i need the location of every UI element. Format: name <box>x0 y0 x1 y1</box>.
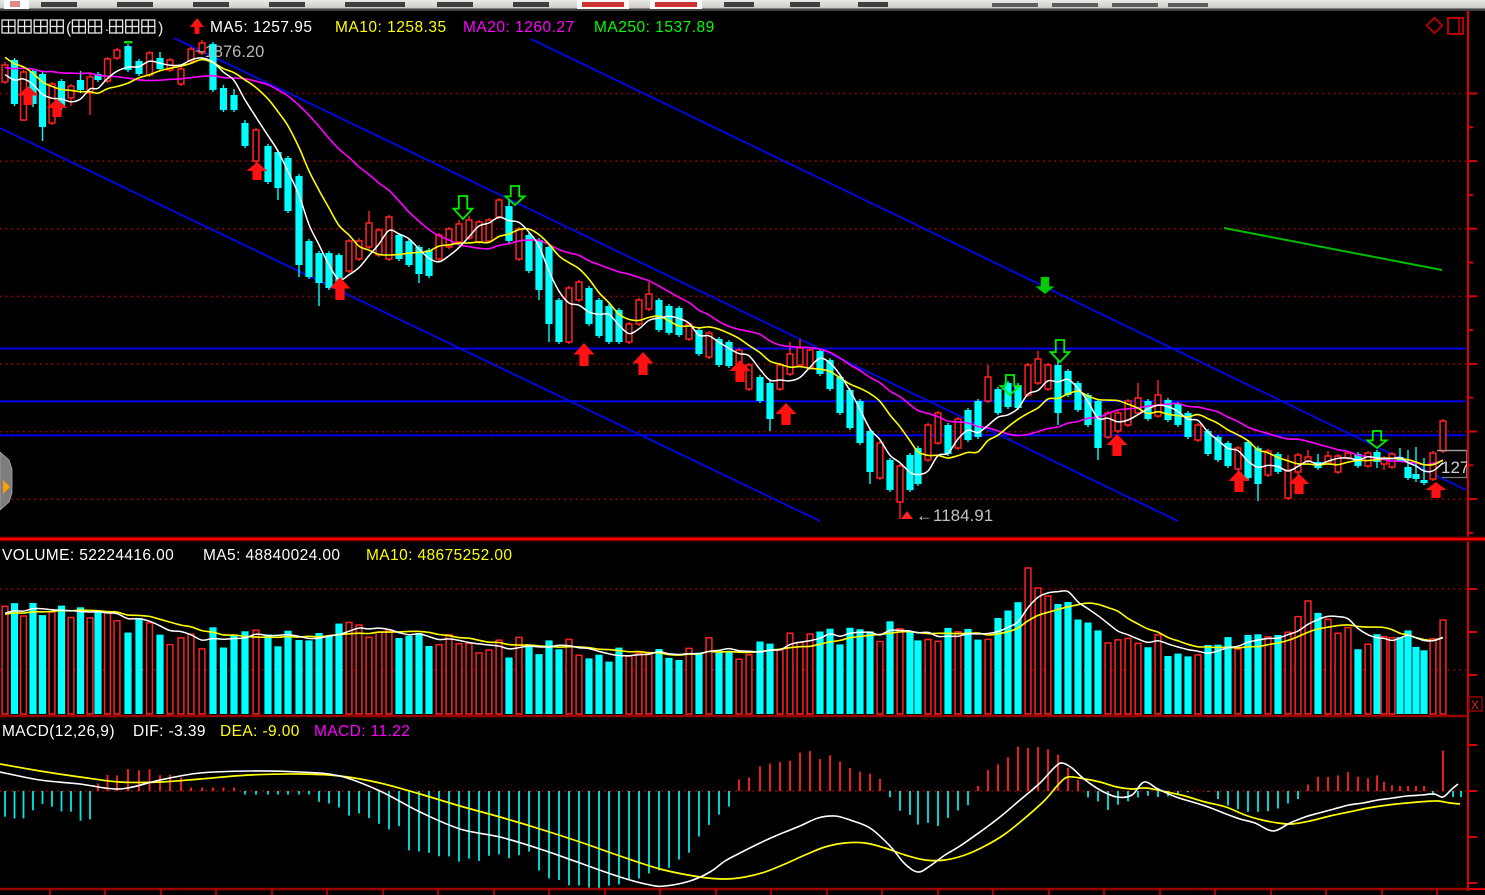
svg-text:X: X <box>1471 698 1479 712</box>
svg-text:MACD(12,26,9): MACD(12,26,9) <box>2 723 115 740</box>
svg-text:.: . <box>105 18 109 34</box>
svg-text:127: 127 <box>1441 458 1469 477</box>
svg-text:MA10: 48675252.00: MA10: 48675252.00 <box>366 547 512 564</box>
svg-text:MA250: 1537.89: MA250: 1537.89 <box>594 19 715 36</box>
svg-text:MA20: 1260.27: MA20: 1260.27 <box>463 19 575 36</box>
svg-text:MACD: 11.22: MACD: 11.22 <box>314 723 410 740</box>
svg-text:MA10: 1258.35: MA10: 1258.35 <box>335 19 447 36</box>
svg-text:MA5: 1257.95: MA5: 1257.95 <box>210 19 313 36</box>
svg-text:(: ( <box>66 20 72 37</box>
svg-text:VOLUME: 52224416.00: VOLUME: 52224416.00 <box>2 547 174 564</box>
svg-text:~1876.20: ~1876.20 <box>195 43 264 61</box>
svg-text:DIF: -3.39: DIF: -3.39 <box>133 723 206 740</box>
svg-text:MA5: 48840024.00: MA5: 48840024.00 <box>203 547 340 564</box>
svg-text:←1184.91: ←1184.91 <box>916 506 993 525</box>
svg-text:DEA: -9.00: DEA: -9.00 <box>220 723 300 740</box>
svg-text:): ) <box>158 20 163 37</box>
